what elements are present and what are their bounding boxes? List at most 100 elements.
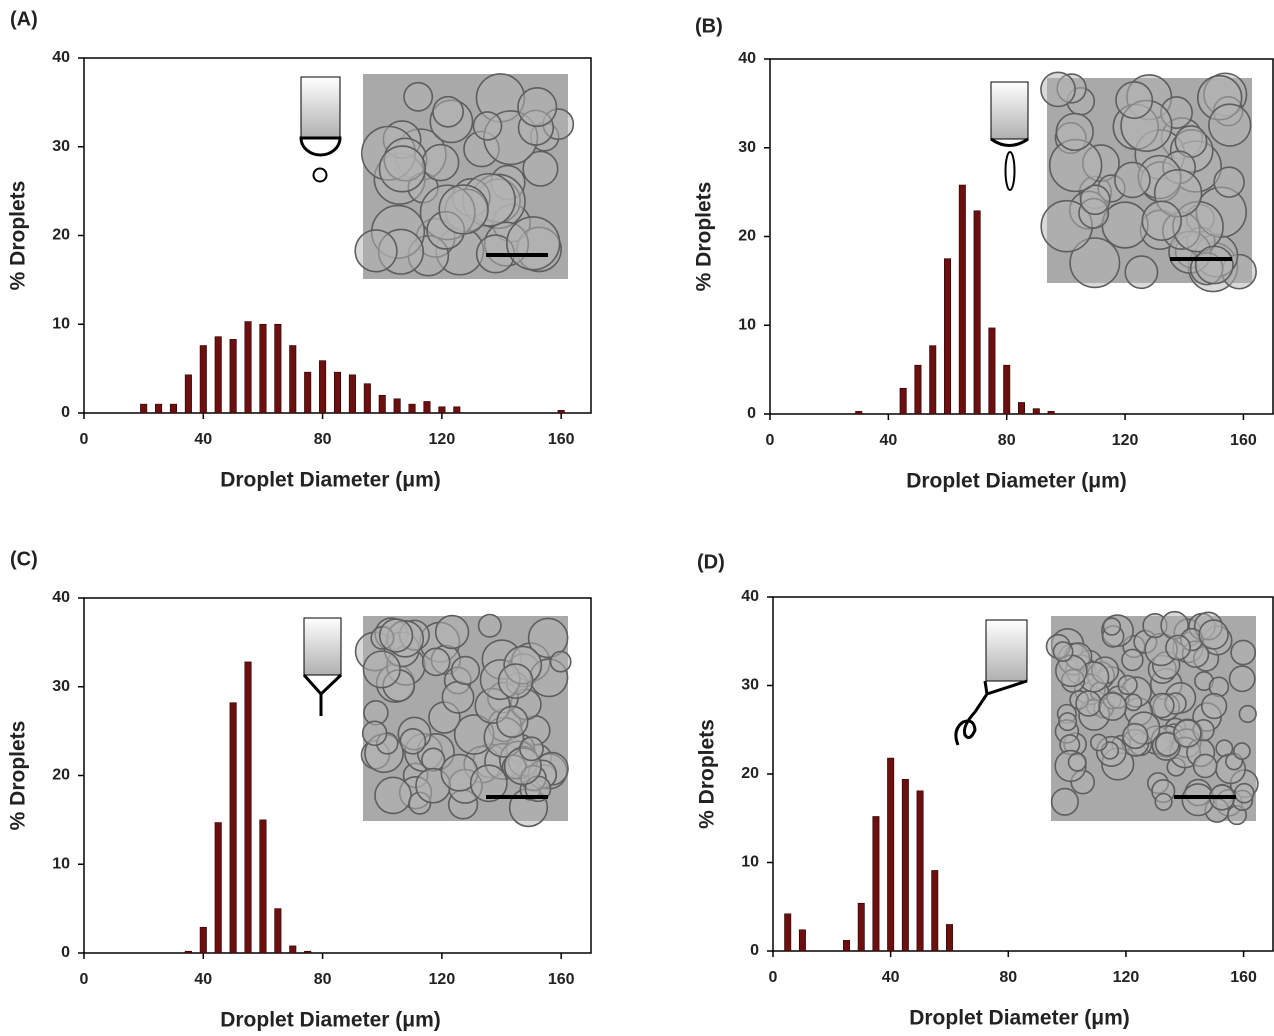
droplet-outline bbox=[1198, 619, 1229, 650]
droplet-outline bbox=[1114, 161, 1151, 199]
droplet-outline bbox=[403, 81, 434, 112]
bar bbox=[901, 779, 909, 952]
bar bbox=[798, 929, 806, 952]
droplet-outline bbox=[1089, 733, 1108, 752]
bar bbox=[319, 360, 327, 414]
nozzle-icon-b bbox=[990, 81, 1029, 191]
droplet-outline bbox=[374, 776, 412, 815]
bar bbox=[199, 345, 207, 414]
droplet-outline bbox=[1154, 792, 1173, 811]
panel-title: (A) bbox=[10, 8, 38, 30]
droplet-outline bbox=[549, 650, 572, 673]
droplet-outline bbox=[1148, 692, 1175, 719]
bar bbox=[916, 790, 924, 952]
panel: (C) 0 10 20 30 40 0 40 80 120 160 Droplet Diameter … bbox=[7, 548, 592, 1032]
bar bbox=[214, 822, 222, 954]
micrograph-inset bbox=[354, 73, 575, 279]
droplet-outline bbox=[497, 663, 534, 699]
x-tick-label: 120 bbox=[1113, 969, 1140, 986]
droplet-outline bbox=[421, 143, 460, 182]
bar bbox=[274, 908, 282, 954]
droplet-outline bbox=[450, 655, 481, 686]
droplet-outline bbox=[496, 705, 529, 738]
droplet-outline bbox=[399, 727, 427, 755]
bar bbox=[304, 950, 312, 954]
y-tick-label: 40 bbox=[52, 49, 70, 66]
bar bbox=[843, 940, 851, 952]
droplet-outline bbox=[1232, 742, 1251, 761]
x-tick-label: 40 bbox=[879, 432, 897, 449]
bar bbox=[184, 374, 192, 414]
bar bbox=[304, 371, 312, 414]
bar bbox=[289, 345, 297, 414]
x-tick-label: 160 bbox=[548, 971, 575, 988]
y-tick-label: 10 bbox=[52, 315, 70, 332]
panel-title: (B) bbox=[695, 15, 723, 37]
bar bbox=[1003, 364, 1011, 415]
bar bbox=[378, 394, 386, 414]
bar bbox=[140, 403, 148, 414]
bar bbox=[393, 398, 401, 414]
droplet-outline bbox=[421, 747, 446, 772]
bar bbox=[155, 403, 163, 414]
bar bbox=[899, 387, 907, 415]
x-tick-label: 80 bbox=[314, 431, 332, 448]
droplet-outline bbox=[1192, 753, 1218, 779]
y-tick-label: 10 bbox=[52, 855, 70, 872]
bar bbox=[214, 336, 222, 414]
y-tick-label: 0 bbox=[747, 405, 756, 422]
droplet-outline bbox=[354, 229, 398, 273]
bar bbox=[887, 757, 895, 952]
bar bbox=[333, 371, 342, 414]
bar bbox=[259, 323, 267, 414]
bar bbox=[184, 950, 192, 954]
x-tick-label: 40 bbox=[882, 969, 900, 986]
y-tick-label: 40 bbox=[738, 50, 756, 67]
y-tick-label: 20 bbox=[52, 227, 70, 244]
droplet-outline bbox=[362, 650, 401, 689]
panel: (D) 0 10 20 30 40 0 40 80 120 160 Droplet Diameter … bbox=[696, 551, 1274, 1030]
droplet-outline bbox=[1121, 648, 1144, 672]
droplet-outline bbox=[519, 736, 544, 762]
droplet-outline bbox=[1124, 693, 1143, 712]
x-tick-label: 80 bbox=[314, 971, 332, 988]
bar bbox=[274, 323, 282, 414]
bar bbox=[199, 926, 207, 954]
x-tick-label: 120 bbox=[1112, 432, 1139, 449]
micrograph-inset bbox=[1040, 71, 1257, 293]
droplet-outline bbox=[1079, 184, 1111, 216]
y-axis-label: % Droplets bbox=[7, 181, 30, 291]
x-tick-label: 40 bbox=[194, 971, 212, 988]
x-tick-label: 80 bbox=[999, 969, 1017, 986]
bar bbox=[408, 403, 416, 414]
x-tick-label: 0 bbox=[766, 432, 775, 449]
bar bbox=[855, 411, 863, 415]
droplet-outline bbox=[1040, 71, 1076, 108]
droplet-outline bbox=[441, 680, 475, 714]
micrograph-inset bbox=[1045, 610, 1259, 826]
y-tick-label: 0 bbox=[61, 944, 70, 961]
droplet-outline bbox=[438, 184, 489, 235]
droplet-outline bbox=[469, 764, 508, 803]
bar bbox=[944, 258, 952, 415]
droplet-outline bbox=[1058, 712, 1078, 732]
droplet-outline bbox=[522, 150, 559, 187]
x-tick-label: 120 bbox=[429, 431, 456, 448]
bar bbox=[1018, 402, 1025, 415]
droplet-outline bbox=[361, 720, 388, 747]
droplet-outline bbox=[1122, 722, 1149, 750]
droplet-outline bbox=[1208, 103, 1252, 147]
y-tick-label: 0 bbox=[750, 942, 759, 959]
droplet-outline bbox=[1141, 200, 1182, 242]
droplet-outline bbox=[378, 618, 414, 653]
droplet-outline bbox=[1098, 692, 1128, 721]
panel: (A) 0 10 20 30 40 0 40 80 120 160 Droplet Diameter … bbox=[7, 8, 592, 492]
droplet-outline bbox=[421, 647, 451, 677]
x-tick-label: 120 bbox=[429, 971, 456, 988]
droplet-outline bbox=[1194, 245, 1234, 285]
droplet-outline bbox=[1228, 665, 1256, 693]
droplet-outline bbox=[1234, 782, 1255, 804]
bar bbox=[289, 945, 297, 954]
bar bbox=[973, 210, 981, 415]
